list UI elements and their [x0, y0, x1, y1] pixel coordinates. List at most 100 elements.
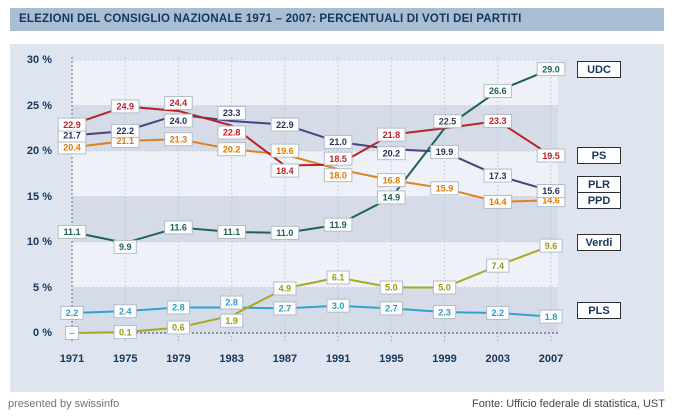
value-label-PPD-1983: 20.2	[217, 142, 246, 157]
svg-text:2.7: 2.7	[279, 304, 292, 314]
value-label-UDC-1983: 11.1	[217, 224, 246, 239]
page-title: ELEZIONI DEL CONSIGLIO NAZIONALE 1971 – …	[10, 8, 664, 31]
svg-text:21.7: 21.7	[63, 131, 81, 141]
svg-text:11.1: 11.1	[63, 227, 80, 237]
value-label-UDC-1991: 11.9	[323, 217, 353, 232]
value-label-Verdi-2003: 7.4	[486, 258, 510, 273]
svg-text:20.2: 20.2	[223, 144, 241, 154]
value-label-PLS-1995: 2.7	[379, 301, 403, 316]
svg-text:22.5: 22.5	[439, 116, 457, 126]
svg-text:4.9: 4.9	[279, 284, 292, 294]
svg-text:0.6: 0.6	[172, 323, 185, 333]
svg-text:6.1: 6.1	[332, 273, 345, 283]
svg-text:23.3: 23.3	[489, 116, 507, 126]
svg-text:0.1: 0.1	[119, 327, 132, 337]
value-label-Verdi-1999: 5.0	[432, 280, 457, 295]
y-axis-label-15: 15 %	[26, 190, 52, 203]
svg-text:9.6: 9.6	[545, 241, 558, 251]
election-line-chart: 2.2 2.4 2.8 2.8 2.7 3.0 2.7 2.3 2.2 1.8 – 0.1 0.6 1.9…	[57, 57, 566, 342]
value-label-PLR-2007: 15.6	[536, 184, 566, 199]
band-15-20	[72, 151, 558, 197]
y-axis-label-5: 5 %	[33, 281, 52, 294]
svg-text:1.9: 1.9	[225, 316, 238, 326]
line-PLR	[71, 113, 552, 193]
svg-text:15.9: 15.9	[436, 184, 454, 194]
footer-source: Fonte: Ufficio federale di statistica, U…	[472, 398, 665, 410]
svg-text:18.5: 18.5	[329, 154, 347, 164]
value-label-PS-1983: 22.8	[217, 125, 246, 140]
svg-text:1.8: 1.8	[545, 312, 558, 322]
value-label-PLS-1979: 2.8	[166, 300, 191, 315]
value-label-PS-1991: 18.5	[323, 151, 353, 166]
value-label-PLR-1991: 21.0	[323, 134, 353, 149]
svg-text:19.5: 19.5	[542, 151, 560, 161]
value-label-Verdi-1983: 1.9	[220, 313, 244, 328]
svg-text:11.9: 11.9	[330, 220, 347, 230]
svg-text:2.7: 2.7	[385, 304, 398, 314]
value-label-PPD-2003: 14.4	[483, 194, 513, 209]
svg-text:19.9: 19.9	[436, 147, 454, 157]
value-label-UDC-2003: 26.6	[483, 83, 513, 98]
value-label-PPD-1991: 18.0	[323, 168, 353, 183]
svg-text:14.9: 14.9	[383, 193, 401, 203]
value-label-UDC-2007: 29.0	[536, 62, 566, 77]
line-Verdi	[71, 244, 552, 334]
value-label-Verdi-1991: 6.1	[326, 270, 350, 285]
value-label-PLS-1987: 2.7	[273, 301, 297, 316]
value-label-PS-1987: 18.4	[270, 163, 300, 178]
svg-text:2.2: 2.2	[66, 308, 79, 318]
svg-text:5.0: 5.0	[438, 283, 451, 293]
svg-text:5.0: 5.0	[385, 283, 398, 293]
value-label-PS-2007: 19.5	[536, 148, 566, 163]
svg-text:22.9: 22.9	[63, 120, 81, 130]
y-axis-label-25: 25 %	[26, 99, 52, 112]
value-label-UDC-1987: 11.0	[270, 225, 300, 240]
x-axis-label-1987: 1987	[272, 353, 298, 365]
x-axis-label-1971: 1971	[59, 353, 85, 365]
value-label-PLR-1999: 19.9	[430, 144, 459, 159]
svg-text:11.0: 11.0	[276, 228, 293, 238]
value-label-PPD-1995: 16.8	[377, 173, 406, 188]
svg-text:21.0: 21.0	[329, 137, 347, 147]
svg-text:21.3: 21.3	[170, 134, 188, 144]
legend-PPD: PPD	[577, 192, 621, 209]
svg-text:21.8: 21.8	[383, 130, 401, 140]
value-label-PLR-1979: 24.0	[164, 113, 193, 128]
svg-text:24.9: 24.9	[116, 102, 134, 112]
svg-text:22.2: 22.2	[116, 126, 134, 136]
svg-text:18.0: 18.0	[329, 170, 347, 180]
legend-PLR: PLR	[577, 176, 621, 193]
value-label-PLR-1983: 23.3	[217, 105, 246, 120]
line-PS	[71, 105, 552, 167]
footer-credit: presented by swissinfo	[8, 398, 120, 410]
value-label-Verdi-2007: 9.6	[539, 238, 563, 253]
value-label-PLR-1995: 20.2	[377, 146, 406, 161]
svg-text:16.8: 16.8	[383, 175, 401, 185]
svg-text:2.3: 2.3	[438, 307, 451, 317]
svg-text:2.2: 2.2	[492, 308, 505, 318]
legend-PLS: PLS	[577, 302, 621, 319]
y-axis-label-20: 20 %	[26, 145, 52, 157]
value-label-PLS-1999: 2.3	[432, 305, 457, 320]
value-label-PPD-1979: 21.3	[164, 132, 193, 147]
value-label-PLR-1975: 22.2	[110, 123, 140, 138]
value-label-PLS-1991: 3.0	[326, 298, 350, 313]
y-axis-label-0: 0 %	[33, 327, 52, 339]
value-label-PS-1995: 21.8	[377, 127, 406, 142]
svg-text:11.1: 11.1	[223, 227, 240, 237]
legend-PS: PS	[577, 147, 621, 164]
svg-text:3.0: 3.0	[332, 301, 345, 311]
svg-text:14.4: 14.4	[489, 197, 507, 207]
x-axis-label-2003: 2003	[485, 353, 510, 365]
svg-text:20.4: 20.4	[63, 143, 81, 153]
svg-text:22.8: 22.8	[223, 128, 241, 138]
line-PLS	[71, 304, 552, 318]
svg-text:22.9: 22.9	[276, 120, 294, 130]
band-25-30	[72, 60, 558, 106]
band-5-10	[72, 242, 558, 288]
svg-text:2.8: 2.8	[172, 303, 185, 313]
value-label-UDC-1971: 11.1	[57, 224, 87, 239]
svg-text:–: –	[69, 328, 74, 338]
value-label-PPD-1987: 19.6	[270, 143, 300, 158]
svg-text:21.1: 21.1	[116, 136, 134, 146]
